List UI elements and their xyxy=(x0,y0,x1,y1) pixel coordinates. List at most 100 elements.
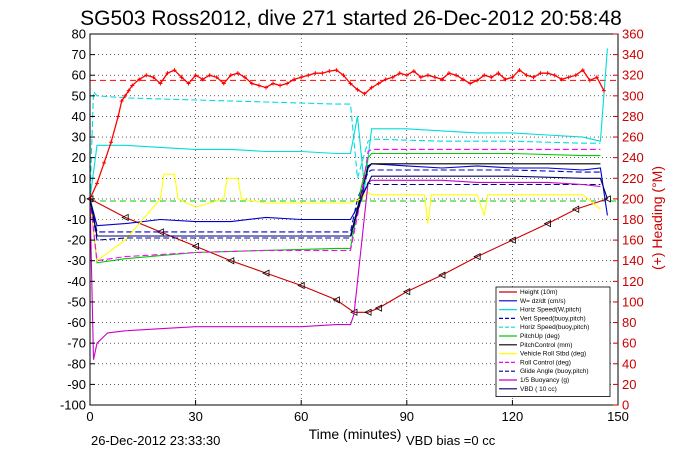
heading-point xyxy=(432,75,437,80)
height-marker xyxy=(374,304,383,312)
heading-point xyxy=(200,77,205,82)
heading-point xyxy=(524,73,529,78)
y-tick-label: -50 xyxy=(67,294,86,309)
heading-point xyxy=(482,73,487,78)
heading-point xyxy=(292,77,297,82)
legend: Height (10m) W= dz/dt (cm/s) Horiz Speed(W… xyxy=(495,286,611,397)
heading-point xyxy=(221,81,226,86)
heading-point xyxy=(601,88,606,93)
height-marker xyxy=(402,287,411,296)
heading-point xyxy=(559,77,564,82)
y-tick-label: -40 xyxy=(67,274,86,289)
heading-point xyxy=(425,73,430,78)
heading-point xyxy=(207,73,212,78)
heading-point xyxy=(320,71,325,76)
heading-point xyxy=(411,69,416,74)
y2-tick-label: 40 xyxy=(622,356,636,371)
footer-vbd-bias: VBD bias =0 cc xyxy=(406,433,496,448)
heading-point xyxy=(109,140,114,145)
heading-point xyxy=(249,81,254,86)
y-tick-label: 60 xyxy=(72,68,86,83)
heading-point xyxy=(172,68,177,73)
heading-point xyxy=(573,73,578,78)
legend-entry: Horiz Speed(W,pitch) xyxy=(520,307,581,314)
heading-point xyxy=(468,81,473,86)
heading-point xyxy=(545,71,550,76)
height-marker xyxy=(571,205,580,213)
chart-title: SG503 Ross2012, dive 271 started 26-Dec-… xyxy=(80,7,622,30)
heading-point xyxy=(144,73,149,78)
heading-point xyxy=(587,78,592,83)
y-tick-label: 70 xyxy=(72,47,86,62)
y-tick-label: -90 xyxy=(67,377,86,392)
heading-point xyxy=(123,93,128,98)
series-line xyxy=(89,169,601,233)
y-tick-label: -80 xyxy=(67,356,86,371)
y2-tick-label: 260 xyxy=(622,130,644,145)
heading-point xyxy=(383,77,388,82)
x-tick-label: 90 xyxy=(400,409,414,424)
y2-tick-label: 120 xyxy=(622,274,644,289)
heading-point xyxy=(299,75,304,80)
heading-point xyxy=(165,71,170,76)
heading-point xyxy=(95,181,100,186)
heading-point xyxy=(552,73,557,78)
x-tick-label: 30 xyxy=(188,409,202,424)
heading-point xyxy=(256,83,261,88)
series-line xyxy=(89,179,601,360)
legend-entry: PitchControl (mm) xyxy=(520,342,572,349)
heading-point xyxy=(376,81,381,86)
y2-tick-label: 160 xyxy=(622,233,644,248)
heading-point xyxy=(179,75,184,80)
y-tick-label: -20 xyxy=(67,233,86,248)
y2-tick-label: 60 xyxy=(622,336,636,351)
heading-point xyxy=(334,68,339,73)
x-tick-label: 0 xyxy=(86,409,93,424)
legend-entry: Glide Angle (buoy,pitch) xyxy=(520,368,589,375)
heading-point xyxy=(404,73,409,78)
heading-point xyxy=(214,75,219,80)
legend-box xyxy=(495,286,611,397)
y2-tick-label: 220 xyxy=(622,171,644,186)
heading-point xyxy=(362,91,367,96)
legend-entry: Vert Speed(buoy,pitch) xyxy=(520,315,586,322)
heading-point xyxy=(193,73,198,78)
heading-point xyxy=(348,81,353,86)
heading-point xyxy=(517,68,522,73)
series-line xyxy=(89,48,608,199)
heading-point xyxy=(235,71,240,76)
y2-tick-label: 360 xyxy=(622,27,644,42)
y2-tick-label: 280 xyxy=(622,109,644,124)
series-line xyxy=(89,148,601,262)
series-line xyxy=(89,173,601,262)
heading-point xyxy=(186,81,191,86)
heading-point xyxy=(130,83,135,88)
heading-point xyxy=(264,85,268,90)
series-line xyxy=(89,175,608,237)
x-tick-label: 150 xyxy=(607,409,629,424)
y2-tick-label: 320 xyxy=(622,68,644,83)
heading-point xyxy=(285,81,290,86)
height-marker xyxy=(543,219,551,228)
legend-entry: Horiz Speed(buoy,pitch) xyxy=(520,324,589,331)
heading-point xyxy=(327,69,332,74)
y-tick-label: -70 xyxy=(67,336,86,351)
y-tick-label: -10 xyxy=(67,212,86,227)
height-marker xyxy=(332,296,340,304)
heading-point xyxy=(390,75,395,80)
series-line xyxy=(89,90,601,199)
axes: 0 30 60 90 120 150-100-90-80-70-60-50-40-30-2… xyxy=(60,27,644,425)
heading-point xyxy=(594,75,599,80)
y2-tick-label: 100 xyxy=(622,294,644,309)
heading-point xyxy=(397,71,402,76)
heading-point xyxy=(566,75,571,80)
height-marker xyxy=(364,308,372,316)
y-tick-label: 10 xyxy=(72,171,86,186)
legend-entry: 1/5 Buoyancy (g) xyxy=(520,377,569,384)
heading-point xyxy=(369,85,374,90)
heading-point xyxy=(278,83,283,88)
heading-point xyxy=(503,77,508,82)
height-marker xyxy=(297,281,305,290)
y-tick-label: -30 xyxy=(67,253,86,268)
